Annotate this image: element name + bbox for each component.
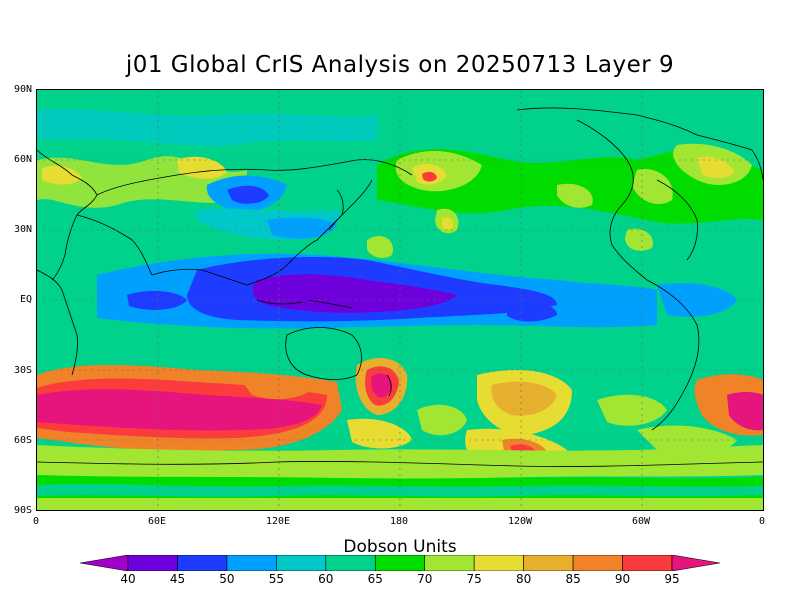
colorbar-segment bbox=[374, 555, 426, 571]
lat-label: 30S bbox=[13, 365, 32, 376]
colorbar-segment bbox=[127, 555, 178, 571]
colorbar-low-arrow bbox=[80, 555, 129, 571]
lon-label: 60E bbox=[147, 516, 167, 527]
colorbar-segment bbox=[572, 555, 623, 571]
ozone-field-map bbox=[37, 90, 763, 510]
colorbar-segment bbox=[424, 555, 475, 571]
map-title: j01 Global CrIS Analysis on 20250713 Lay… bbox=[125, 52, 675, 78]
colorbar-title: Dobson Units bbox=[343, 537, 457, 557]
lon-label: 60W bbox=[631, 516, 651, 527]
colorbar bbox=[80, 555, 720, 571]
colorbar-segment bbox=[473, 555, 524, 571]
lon-label: 0 bbox=[758, 516, 766, 527]
colorbar-tick-label: 45 bbox=[169, 572, 186, 586]
lon-label: 0 bbox=[32, 516, 40, 527]
field-contours bbox=[37, 108, 763, 510]
colorbar-segment bbox=[523, 555, 574, 571]
graticule bbox=[37, 90, 763, 510]
colorbar-tick-label: 80 bbox=[515, 572, 532, 586]
colorbar-segment bbox=[622, 555, 673, 571]
lon-label: 120W bbox=[507, 516, 533, 527]
colorbar-tick-label: 55 bbox=[268, 572, 284, 586]
lat-label: EQ bbox=[19, 294, 32, 305]
colorbar-tick-label: 85 bbox=[565, 572, 581, 586]
colorbar-segment bbox=[226, 555, 277, 571]
lat-label: 90N bbox=[13, 84, 32, 95]
lon-label: 180 bbox=[389, 516, 409, 527]
lat-label: 30N bbox=[13, 224, 32, 235]
colorbar-high-arrow bbox=[671, 555, 720, 571]
colorbar-tick-label: 70 bbox=[417, 572, 433, 586]
lat-label: 90S bbox=[13, 505, 32, 516]
colorbar-tick-label: 40 bbox=[120, 572, 136, 586]
colorbar-tick-label: 65 bbox=[367, 572, 383, 586]
lon-label: 120E bbox=[265, 516, 291, 527]
colorbar-segment bbox=[276, 555, 327, 571]
colorbar-tick-label: 50 bbox=[219, 572, 235, 586]
lat-label: 60S bbox=[13, 435, 32, 446]
colorbar-segment bbox=[177, 555, 228, 571]
colorbar-tick-label: 75 bbox=[466, 572, 482, 586]
map-plot-area bbox=[36, 89, 764, 511]
colorbar-tick-label: 60 bbox=[318, 572, 334, 586]
coastlines bbox=[37, 107, 763, 467]
lat-label: 60N bbox=[13, 154, 32, 165]
colorbar-segment bbox=[325, 555, 376, 571]
colorbar-tick-label: 95 bbox=[664, 572, 680, 586]
colorbar-tick-label: 90 bbox=[614, 572, 631, 586]
